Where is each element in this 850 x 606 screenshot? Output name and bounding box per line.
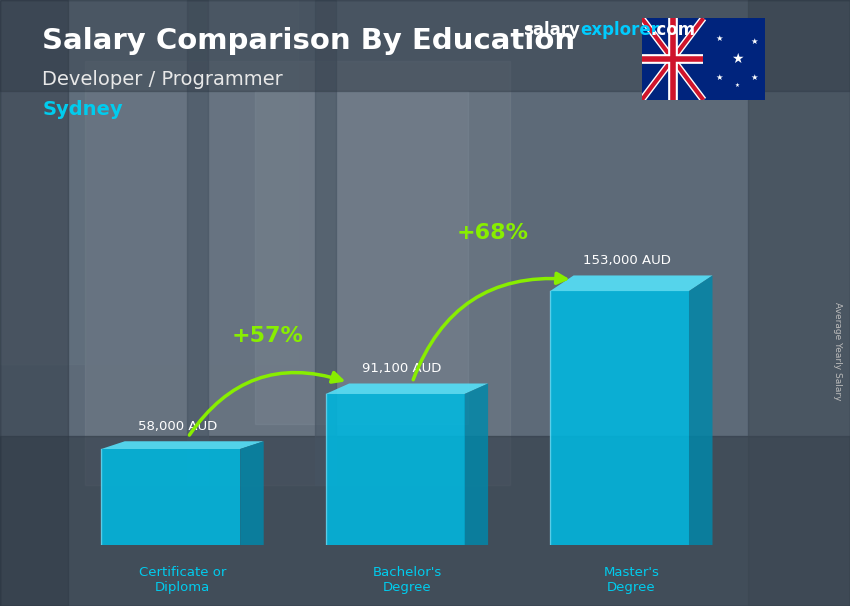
Bar bbox=[187, 0, 208, 485]
Text: ★: ★ bbox=[715, 73, 722, 82]
Text: Certificate or
Diploma: Certificate or Diploma bbox=[139, 566, 226, 594]
Text: Master's
Degree: Master's Degree bbox=[604, 566, 660, 594]
Bar bbox=[0, 436, 850, 606]
Polygon shape bbox=[101, 449, 241, 545]
Bar bbox=[255, 91, 468, 424]
Text: +68%: +68% bbox=[456, 223, 529, 243]
Text: 153,000 AUD: 153,000 AUD bbox=[582, 254, 671, 267]
Text: 91,100 AUD: 91,100 AUD bbox=[362, 362, 442, 375]
Polygon shape bbox=[689, 276, 712, 545]
Bar bbox=[0, 0, 298, 364]
Text: Salary Comparison By Education: Salary Comparison By Education bbox=[42, 27, 575, 55]
Bar bbox=[0, 0, 68, 606]
Bar bbox=[314, 0, 336, 485]
Bar bbox=[748, 0, 850, 606]
Text: 58,000 AUD: 58,000 AUD bbox=[139, 419, 218, 433]
Polygon shape bbox=[550, 291, 689, 545]
Bar bbox=[0, 0, 850, 91]
Text: Sydney: Sydney bbox=[42, 100, 123, 119]
Polygon shape bbox=[241, 441, 264, 545]
Polygon shape bbox=[550, 276, 712, 291]
Polygon shape bbox=[326, 394, 465, 545]
Text: ★: ★ bbox=[735, 83, 740, 88]
Polygon shape bbox=[101, 441, 264, 449]
Text: salary: salary bbox=[523, 21, 580, 39]
Text: ★: ★ bbox=[751, 73, 757, 82]
Text: explorer: explorer bbox=[581, 21, 660, 39]
Text: Bachelor's
Degree: Bachelor's Degree bbox=[372, 566, 441, 594]
Text: ★: ★ bbox=[715, 34, 722, 43]
Text: ★: ★ bbox=[751, 36, 757, 45]
Bar bbox=[85, 61, 510, 485]
Text: Developer / Programmer: Developer / Programmer bbox=[42, 70, 283, 88]
Text: ★: ★ bbox=[731, 52, 744, 66]
Text: +57%: +57% bbox=[232, 326, 304, 346]
Polygon shape bbox=[326, 384, 488, 394]
Text: .com: .com bbox=[650, 21, 695, 39]
Polygon shape bbox=[465, 384, 488, 545]
Text: Average Yearly Salary: Average Yearly Salary bbox=[833, 302, 842, 401]
